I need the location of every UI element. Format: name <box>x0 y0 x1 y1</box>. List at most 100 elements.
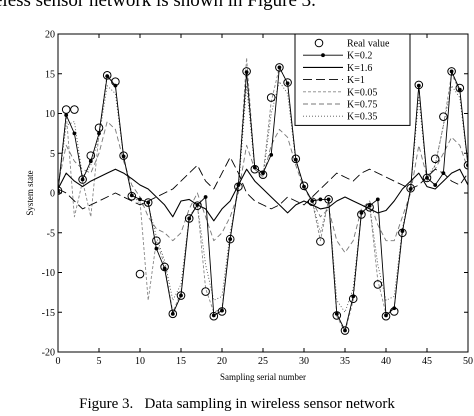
series-line-k-1-6 <box>58 168 468 222</box>
y-tick-label: 10 <box>45 109 55 120</box>
series-point-k-0-2 <box>441 171 446 176</box>
series-point-k-0-2 <box>416 83 421 88</box>
series-line-k-1 <box>58 156 468 210</box>
series-point-k-0-2 <box>154 246 159 251</box>
series-point-k-0-2 <box>367 203 372 208</box>
real-value-marker <box>373 280 383 289</box>
real-value-marker <box>381 311 391 321</box>
x-axis-label: Sampling serial number <box>220 372 306 382</box>
x-tick-label: 50 <box>463 356 473 367</box>
series-point-k-0-2 <box>179 293 183 298</box>
series-point-k-0-2 <box>72 131 77 136</box>
series-point-k-0-2 <box>375 197 380 202</box>
real-value-marker <box>78 175 87 184</box>
real-value-marker <box>316 237 325 246</box>
real-value-marker <box>61 105 71 114</box>
real-value-marker <box>176 291 186 300</box>
line-chart: 0 5 10 15 20 25 30 35 40 45 50 -20 -15 -10 -5 0 5 10 15 20… <box>25 30 473 383</box>
real-value-marker <box>70 105 79 114</box>
real-value-marker <box>463 160 468 170</box>
real-value-marker <box>389 307 399 316</box>
x-tick-label: 10 <box>135 356 145 367</box>
legend-label-k-0-2: K=0.2 <box>347 51 372 62</box>
real-value-marker <box>414 80 424 90</box>
series-point-k-0-2 <box>220 308 224 313</box>
real-value-marker <box>275 63 284 72</box>
series-point-k-0-2 <box>187 216 192 221</box>
y-tick-label: 20 <box>45 30 55 41</box>
series-point-k-0-2 <box>433 183 438 187</box>
series-point-k-0-2 <box>64 113 69 117</box>
series-point-k-0-2 <box>252 165 257 170</box>
series-point-k-0-2 <box>466 163 468 168</box>
legend-box <box>294 33 411 126</box>
legend-swatch-real-value <box>314 38 324 48</box>
y-tick-label: -15 <box>42 308 55 319</box>
real-value-marker <box>422 173 432 183</box>
series-point-k-0-2 <box>449 69 454 74</box>
series-point-k-0-2 <box>146 200 151 205</box>
real-value-marker <box>357 210 366 219</box>
x-tick-label: 45 <box>422 356 432 367</box>
y-tick-label: -5 <box>47 228 55 239</box>
legend-label-real-value: Real value <box>347 39 390 50</box>
real-value-marker <box>332 311 342 320</box>
series-point-k-0-2 <box>269 152 274 157</box>
legend-label-k-0-35: K=0.35 <box>347 112 377 123</box>
real-value-marker <box>135 269 145 279</box>
series-point-k-0-2 <box>425 175 429 180</box>
series-point-k-0-2 <box>58 189 60 194</box>
real-value-marker <box>250 164 260 174</box>
series-point-k-0-2 <box>326 197 331 202</box>
x-tick-label: 15 <box>176 356 186 367</box>
series-point-k-0-2 <box>97 131 101 136</box>
x-tick-label: 40 <box>381 356 391 367</box>
real-value-marker <box>201 287 210 296</box>
real-value-marker <box>86 151 96 160</box>
y-axis-ticks: -20 -15 -10 -5 0 5 10 15 20 <box>42 30 468 359</box>
series-point-k-0-2 <box>384 313 388 318</box>
real-value-marker <box>127 191 137 201</box>
real-value-marker <box>430 154 440 164</box>
series-point-k-0-2 <box>195 203 200 207</box>
real-value-marker <box>291 154 301 164</box>
legend-label-k-1-6: K=1.6 <box>347 63 372 74</box>
legend-label-k-0-75: K=0.75 <box>347 100 377 111</box>
intro-text: eless sensor network is shown in Figure … <box>0 0 316 11</box>
series-point-k-0-2 <box>203 195 208 199</box>
real-value-marker <box>168 309 178 319</box>
real-value-marker <box>447 67 456 76</box>
series-point-k-0-2 <box>80 177 85 182</box>
series-point-k-0-2 <box>293 157 298 162</box>
x-tick-label: 0 <box>56 356 61 367</box>
legend-label-k-0-05: K=0.05 <box>347 87 377 98</box>
series-k-1 <box>58 156 468 210</box>
legend-swatch-dot-k-0-2 <box>321 53 325 58</box>
legend-label-k-1: K=1 <box>347 75 365 86</box>
real-value-marker <box>340 326 350 335</box>
series-point-k-0-2 <box>228 237 233 242</box>
x-tick-label: 30 <box>299 356 309 367</box>
x-tick-label: 20 <box>217 356 227 367</box>
series-point-k-0-2 <box>261 171 265 176</box>
real-value-marker <box>283 78 292 87</box>
real-value-marker <box>102 71 112 80</box>
real-value-marker <box>160 262 169 272</box>
real-value-marker <box>234 182 243 191</box>
series-layer <box>58 57 468 335</box>
series-point-k-0-2 <box>343 328 347 333</box>
series-point-k-0-2 <box>105 74 110 79</box>
real-value-marker <box>184 214 194 223</box>
series-point-k-0-2 <box>236 183 241 187</box>
real-value-marker <box>225 234 235 244</box>
real-value-marker <box>324 195 333 204</box>
real-value-marker <box>152 236 161 245</box>
series-real-value <box>58 63 468 335</box>
series-point-k-0-2 <box>302 184 306 189</box>
series-point-k-0-2 <box>121 154 126 159</box>
y-tick-label: 5 <box>50 149 55 160</box>
real-value-marker <box>406 183 415 193</box>
y-axis-label: System state <box>25 170 35 215</box>
series-point-k-0-2 <box>359 210 364 215</box>
